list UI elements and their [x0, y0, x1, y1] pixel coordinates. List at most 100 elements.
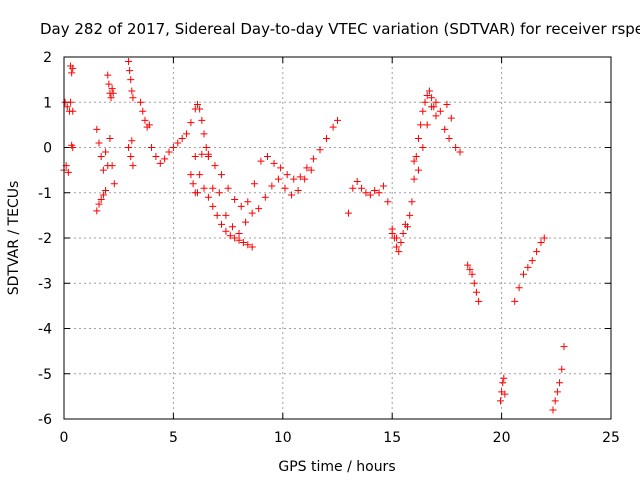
- data-point: [419, 107, 427, 115]
- data-point: [106, 134, 114, 142]
- data-point: [213, 211, 221, 219]
- data-point: [399, 229, 407, 237]
- data-point: [410, 157, 418, 165]
- data-point: [193, 101, 201, 109]
- data-point: [408, 198, 416, 206]
- data-series-arc-q: [388, 87, 440, 256]
- data-point: [556, 379, 564, 387]
- data-point: [222, 211, 230, 219]
- data-point: [329, 123, 337, 131]
- data-point: [63, 103, 71, 111]
- data-point: [515, 284, 523, 292]
- data-point: [141, 116, 149, 124]
- data-point: [358, 184, 366, 192]
- data-point: [500, 374, 508, 382]
- data-points: [60, 58, 568, 414]
- data-point: [93, 125, 101, 133]
- data-point: [303, 164, 311, 172]
- data-point: [127, 153, 135, 161]
- data-point: [104, 71, 112, 79]
- data-point: [432, 112, 440, 120]
- data-point: [362, 189, 370, 197]
- data-point: [528, 257, 536, 265]
- data-series-arc-u: [497, 374, 509, 405]
- data-point: [511, 297, 519, 305]
- data-point: [211, 162, 219, 170]
- data-point: [334, 116, 341, 124]
- data-point: [129, 94, 137, 102]
- data-point: [452, 144, 460, 151]
- y-tick-label: 2: [43, 50, 52, 66]
- data-point: [371, 186, 379, 194]
- data-point: [198, 150, 206, 158]
- data-series-arc-g: [104, 71, 117, 102]
- data-point: [470, 279, 478, 287]
- data-point: [69, 64, 77, 72]
- data-point: [419, 144, 427, 151]
- data-point: [414, 134, 422, 142]
- data-point: [148, 144, 156, 151]
- data-point: [248, 243, 256, 251]
- chart-title: Day 282 of 2017, Sidereal Day-to-day VTE…: [40, 20, 640, 38]
- data-point: [204, 153, 212, 161]
- data-point: [323, 134, 331, 142]
- data-point: [67, 98, 75, 106]
- data-point: [281, 184, 289, 192]
- data-point: [198, 116, 206, 124]
- data-point: [209, 202, 217, 210]
- data-point: [423, 91, 431, 99]
- data-point: [558, 365, 566, 373]
- data-series-arc-w: [549, 343, 568, 414]
- data-point: [560, 343, 568, 351]
- data-point: [384, 198, 392, 206]
- data-point: [270, 159, 278, 167]
- data-point: [425, 87, 433, 95]
- data-point: [540, 234, 548, 242]
- data-point: [421, 98, 429, 106]
- data-point: [174, 139, 182, 147]
- data-series-arc-t: [464, 261, 483, 305]
- data-point: [209, 184, 217, 192]
- data-point: [395, 248, 403, 256]
- data-point: [475, 297, 483, 305]
- data-series-arc-b: [61, 98, 77, 115]
- y-tick-label: -1: [38, 186, 52, 202]
- data-point: [235, 229, 243, 237]
- data-series-arc-c: [67, 62, 77, 77]
- data-point: [235, 236, 243, 244]
- data-point: [472, 288, 480, 296]
- data-point: [69, 144, 77, 151]
- data-point: [93, 207, 101, 215]
- data-point: [127, 76, 135, 84]
- data-point: [187, 171, 195, 179]
- data-point: [524, 263, 532, 271]
- data-point: [366, 191, 374, 199]
- data-point: [125, 144, 133, 151]
- data-point: [228, 223, 236, 231]
- data-series-arc-i: [125, 58, 137, 102]
- y-tick-label: 0: [43, 141, 52, 157]
- data-point: [137, 98, 145, 106]
- data-point: [244, 198, 252, 206]
- data-point: [261, 193, 269, 201]
- data-point: [349, 184, 357, 192]
- data-point: [183, 130, 191, 138]
- data-point: [242, 218, 250, 226]
- data-point: [344, 209, 352, 217]
- x-tick-label: 5: [169, 430, 178, 446]
- data-point: [108, 85, 116, 93]
- data-point: [375, 189, 383, 197]
- data-point: [388, 229, 396, 237]
- data-point: [263, 153, 271, 161]
- y-tick-label: -4: [38, 322, 52, 338]
- data-point: [353, 177, 361, 185]
- data-series-arc-s: [443, 101, 464, 156]
- data-point: [417, 121, 425, 129]
- data-series-arc-f: [93, 186, 110, 215]
- data-point: [283, 171, 291, 179]
- data-point: [99, 166, 107, 174]
- data-point: [215, 189, 223, 197]
- data-point: [218, 220, 226, 228]
- data-point: [248, 209, 256, 217]
